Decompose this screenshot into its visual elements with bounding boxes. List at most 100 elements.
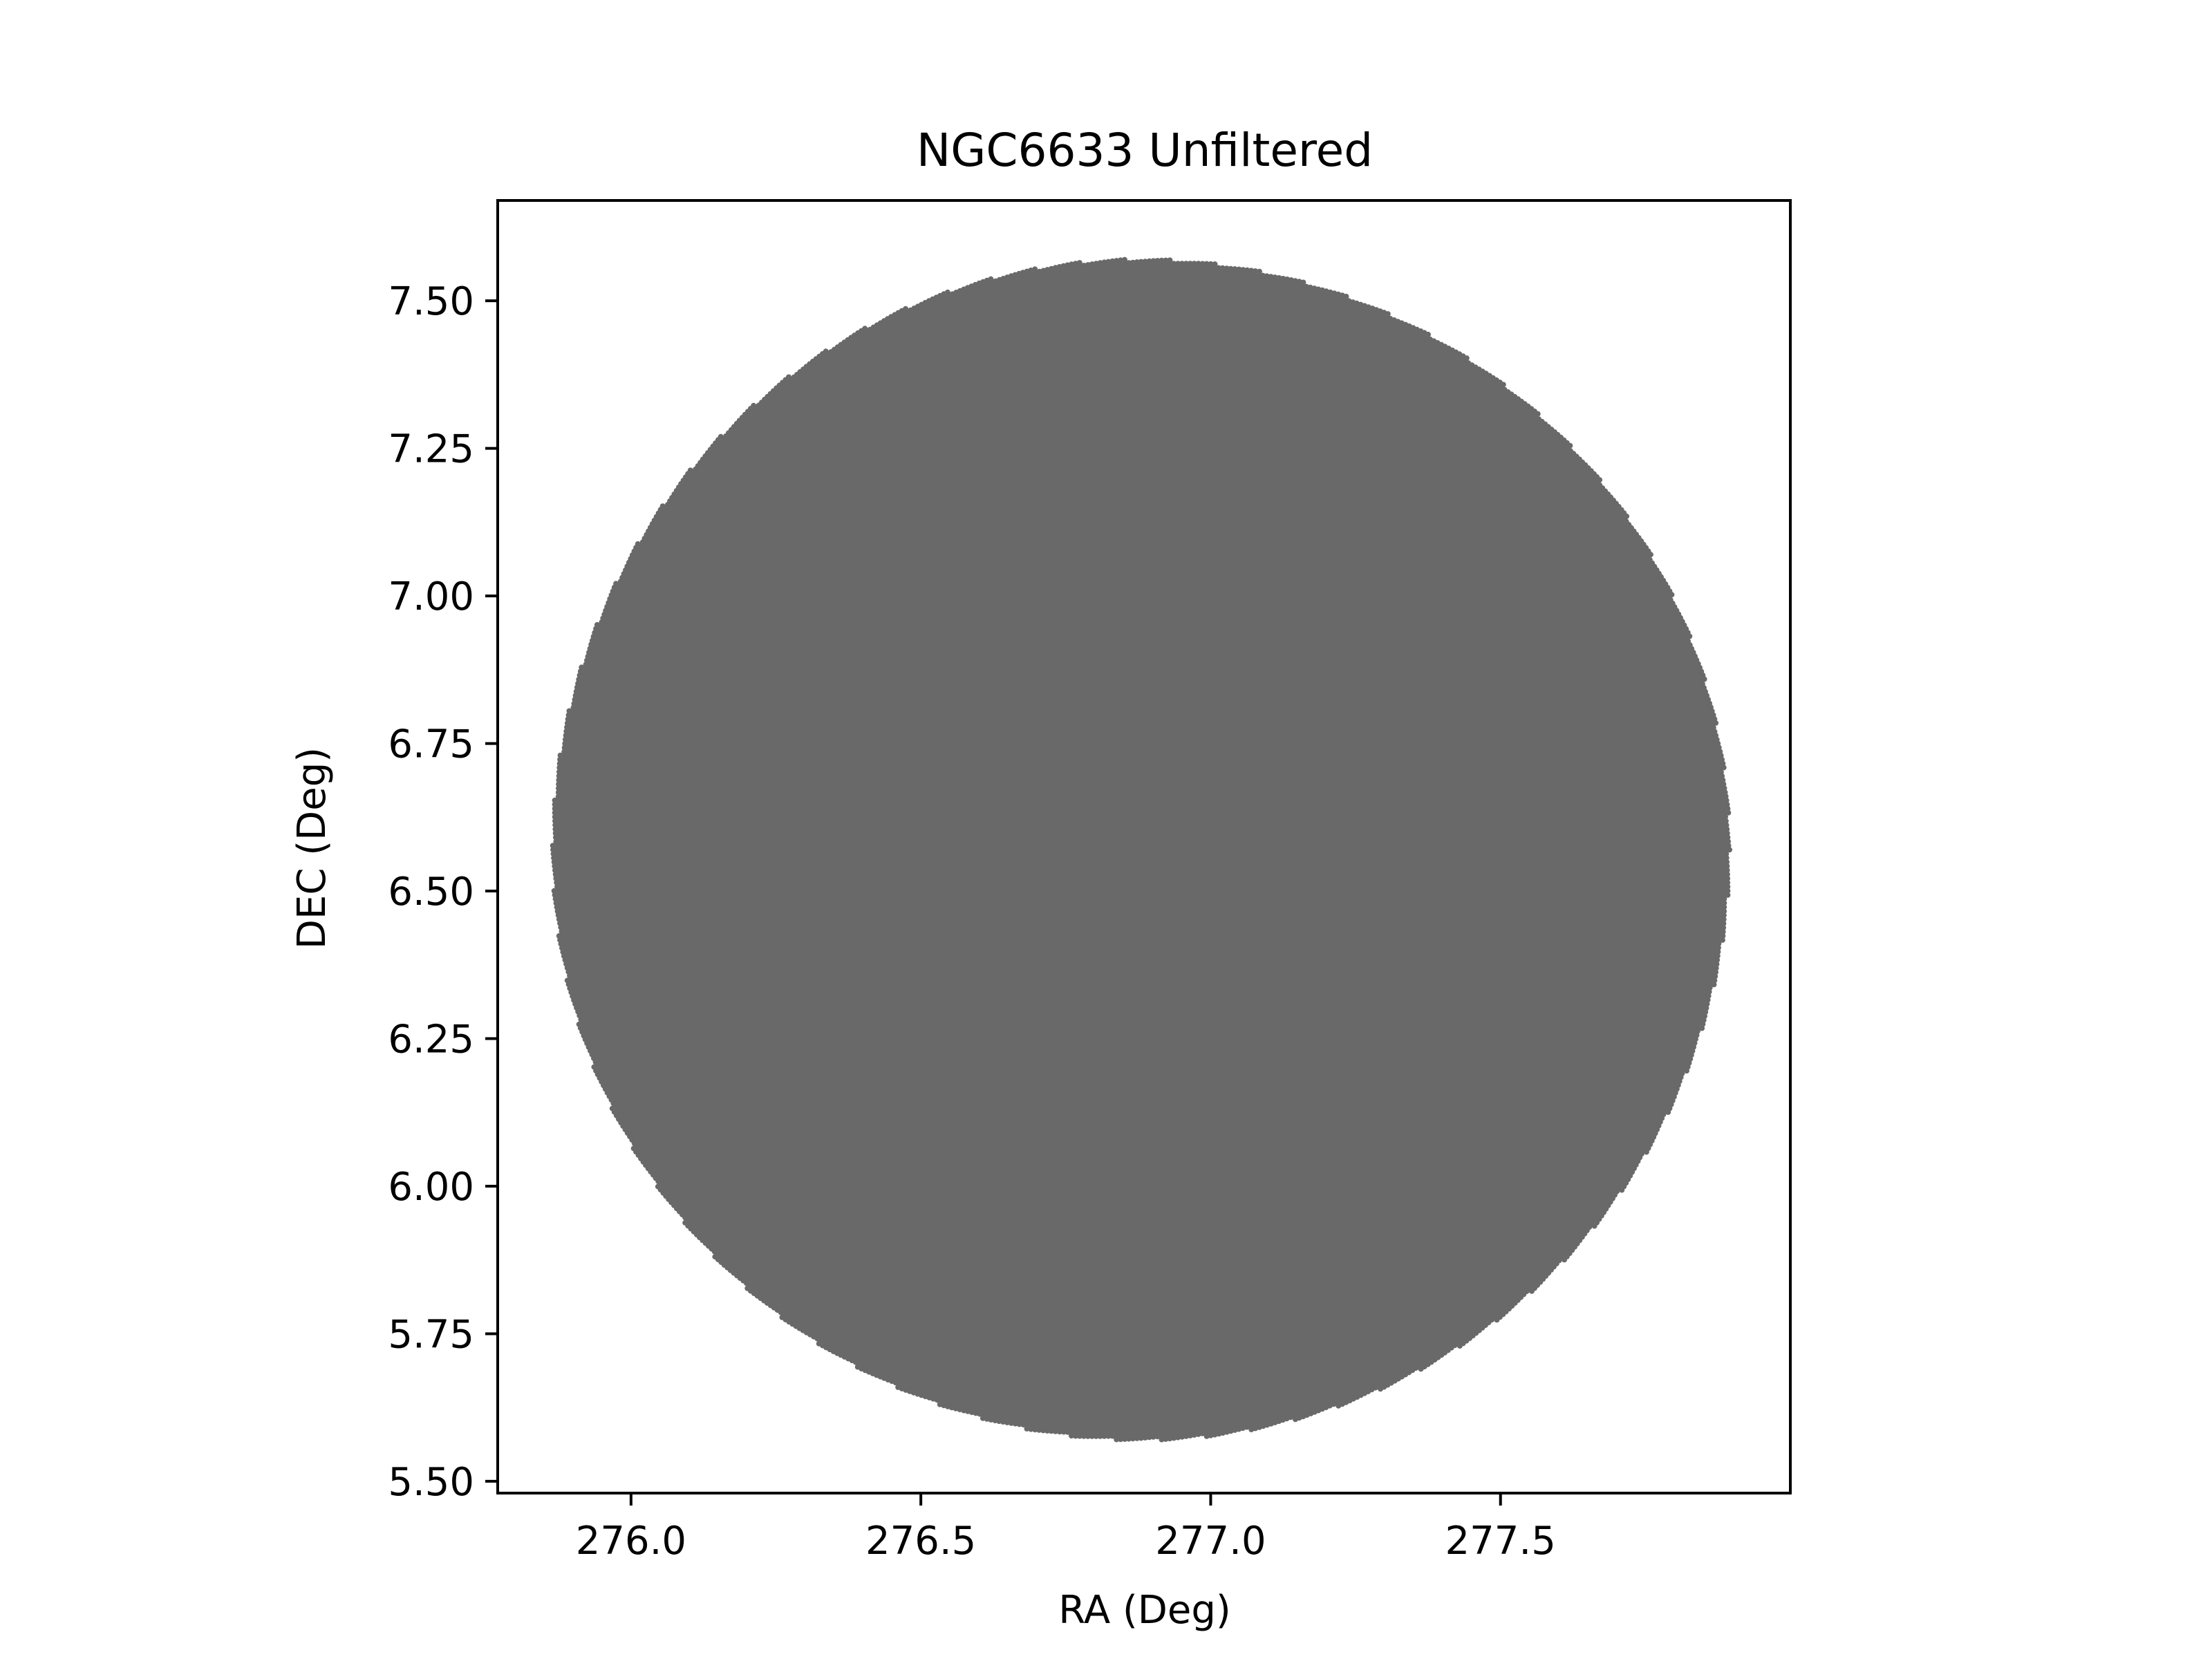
y-tick-label: 7.00 [388,574,474,619]
scatter-point [561,749,568,755]
scatter-point [553,834,559,841]
scatter-point [1109,1433,1116,1439]
scatter-point [1163,1436,1169,1442]
scatter-point [1101,259,1107,265]
scatter-point [1725,838,1731,845]
scatter-point [1150,258,1156,264]
scatter-point [1624,513,1630,519]
scatter-point [1069,1433,1074,1439]
scatter-point [1335,1403,1342,1409]
scatter-point [1085,262,1091,268]
scatter-point [1724,830,1730,836]
scatter-point [1264,273,1270,279]
scatter-point [1028,1426,1034,1432]
scatter-point [1724,859,1730,865]
scatter-point [552,818,558,824]
scatter-point [1711,982,1717,988]
scatter-point [1597,477,1603,483]
scatter-point [1187,261,1193,267]
scatter-point [1138,259,1144,265]
scatter-point [1130,259,1136,265]
scatter-point [1494,1317,1500,1323]
scatter-point [1500,382,1506,388]
scatter-point [1284,276,1290,282]
scatter-point [1076,1433,1082,1439]
scatter-point [1714,957,1721,963]
scatter-point [1665,1109,1671,1115]
scatter-point [1052,1428,1058,1434]
scatter-point [1154,258,1161,264]
scatter-point [1723,814,1728,820]
scatter-point [1122,1436,1128,1442]
scatter-point [1704,1001,1710,1007]
scatter-point [1036,1427,1042,1433]
scatter-point [1724,871,1730,877]
scatter-point [552,797,558,803]
scatter-point [1272,274,1278,281]
scatter-point [1259,272,1266,279]
scatter-point [1109,258,1116,264]
scatter-point [1126,260,1132,266]
scatter-point [1705,993,1712,999]
scatter-point [1725,843,1732,849]
scatter-point [1727,847,1732,853]
scatter-point [552,868,558,873]
scatter-point [1126,1436,1132,1442]
scatter-point [1114,258,1120,264]
scatter-points-core [554,261,1727,1438]
scatter-point [554,883,560,890]
y-tick-label: 6.25 [388,1018,474,1062]
scatter-point [1456,1343,1463,1349]
scatter-point [551,855,557,861]
scatter-point [1725,892,1731,898]
scatter-point [1385,311,1391,317]
scatter-point [555,789,561,796]
scatter-point [1134,259,1140,265]
scatter-point [1725,834,1731,841]
scatter-point [1723,797,1730,803]
scatter-point [1643,1149,1649,1155]
scatter-point [1724,868,1730,873]
scatter-point [1721,904,1727,910]
scatter-point [1146,258,1152,264]
scatter-point [1716,941,1722,946]
chart-title: NGC6633 Unfiltered [917,124,1373,177]
axes-frame [496,199,1792,1494]
scatter-point [564,724,570,731]
scatter-point [563,729,570,734]
scatter-point [564,977,570,984]
scatter-point [1721,785,1727,791]
scatter-point [1032,266,1038,272]
scatter-point [553,875,559,881]
scatter-point [992,1418,998,1423]
scatter-point [1076,260,1082,266]
scatter-point [550,851,556,857]
scatter-point [1049,1428,1054,1434]
scatter-point [1706,988,1712,995]
scatter-point [1276,275,1282,281]
scatter-point [1187,1432,1193,1438]
scatter-point [562,740,568,747]
scatter-point [862,326,868,332]
scatter-point [1236,266,1242,272]
scatter-point [988,276,994,282]
scatter-point [554,904,560,910]
scatter-point [594,621,600,628]
scatter-point [1130,1436,1136,1442]
scatter-point [1343,293,1349,299]
scatter-point [816,1340,822,1347]
scatter-point [1097,260,1103,266]
x-tick-label: 277.5 [1445,1519,1556,1564]
scatter-point [579,664,585,671]
scatter-point [1000,1418,1006,1425]
scatter-point [591,1064,597,1070]
scatter-point [786,374,791,380]
scatter-point [1183,261,1189,267]
scatter-point [1114,1436,1120,1443]
scatter-point [1687,633,1693,639]
scatter-point [980,1415,986,1421]
scatter-point [1146,1434,1152,1441]
y-tick-label: 6.75 [388,722,474,767]
scatter-point [1150,1434,1156,1440]
scatter-point [1159,257,1165,263]
